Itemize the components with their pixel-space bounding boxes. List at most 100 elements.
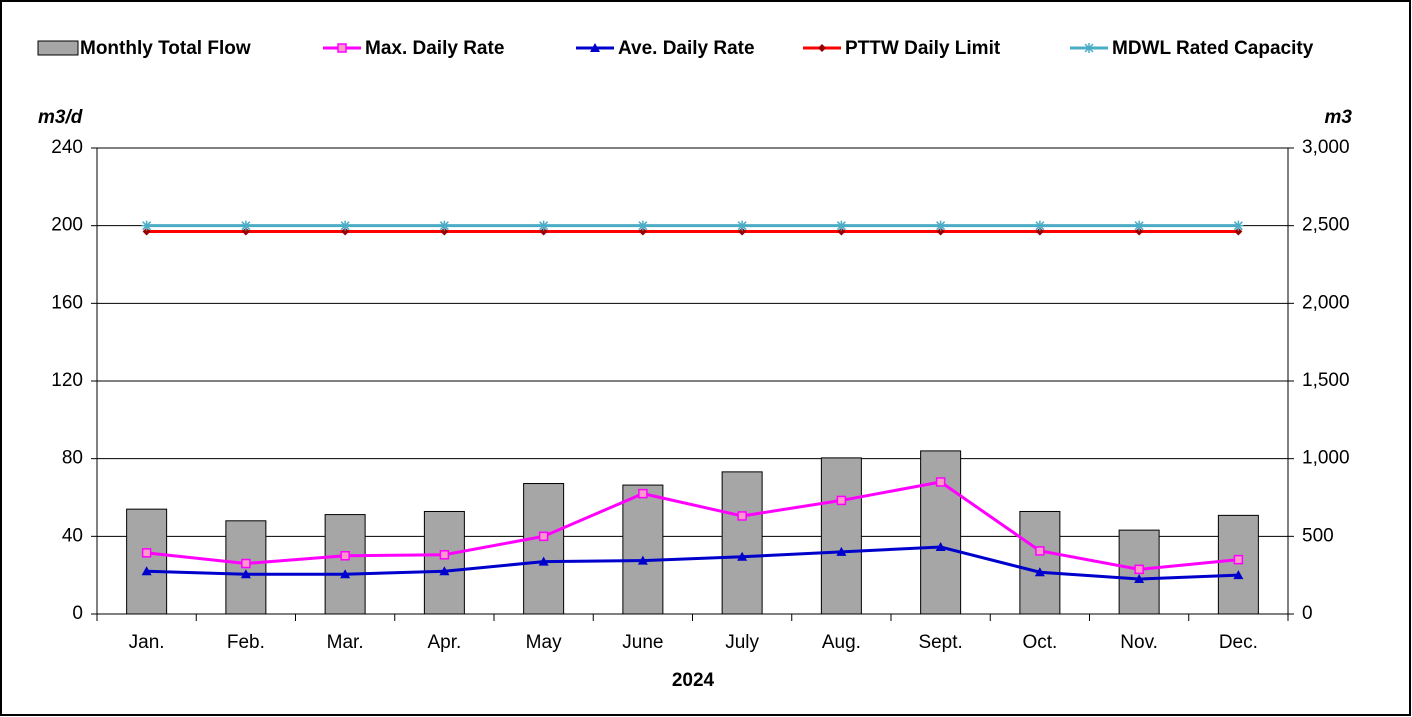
marker (836, 220, 847, 231)
marker (340, 551, 350, 561)
y-tick-label: 240 (51, 137, 83, 158)
marker (737, 511, 747, 521)
x-tick-label: June (622, 632, 663, 653)
marker (1233, 220, 1244, 231)
y2-tick-label: 3,000 (1302, 137, 1350, 158)
x-axis-label: 2024 (672, 670, 715, 691)
x-tick-label: Nov. (1120, 632, 1158, 653)
marker (836, 546, 847, 556)
x-tick-label: Dec. (1219, 632, 1258, 653)
marker (439, 220, 450, 231)
line (146, 545, 1239, 581)
x-tick-label: Feb. (227, 632, 265, 653)
marker (538, 556, 549, 566)
x-tick-label: Mar. (327, 632, 364, 653)
x-tick-label: Sept. (918, 632, 962, 653)
marker (440, 227, 449, 236)
y-tick-label: 0 (72, 603, 83, 624)
x-tick-label: Apr. (427, 632, 461, 653)
legend-label: PTTW Daily Limit (845, 38, 1001, 59)
marker (539, 227, 548, 236)
bar (126, 508, 168, 615)
y-tick-label: 80 (62, 448, 83, 469)
marker (737, 551, 748, 561)
marker (638, 227, 647, 236)
marker (935, 542, 946, 552)
marker (1233, 554, 1244, 565)
legend-swatch (37, 40, 79, 56)
y-tick-label: 200 (51, 215, 83, 236)
marker (1134, 220, 1145, 231)
marker (141, 548, 152, 558)
marker (638, 488, 648, 499)
marker (141, 220, 152, 231)
legend-label: MDWL Rated Capacity (1112, 38, 1314, 59)
bar (622, 484, 664, 615)
marker (1035, 227, 1044, 236)
marker (538, 531, 549, 542)
marker (241, 558, 251, 569)
marker (737, 220, 748, 231)
marker (1034, 220, 1045, 231)
legend-marker (1084, 43, 1094, 53)
x-tick-label: Jan. (129, 632, 165, 653)
marker (637, 555, 648, 565)
y2-tick-label: 1,000 (1302, 448, 1350, 469)
marker (1134, 574, 1145, 584)
line (146, 480, 1239, 571)
x-tick-label: Aug. (822, 632, 861, 653)
legend-marker (818, 44, 826, 52)
marker (340, 569, 351, 579)
bar (721, 471, 763, 615)
legend-label: Max. Daily Rate (365, 38, 504, 59)
marker (1234, 227, 1243, 236)
marker (341, 227, 350, 236)
legend-marker (337, 43, 347, 53)
y2-tick-label: 2,500 (1302, 215, 1350, 236)
marker (439, 566, 450, 576)
y2-tick-label: 0 (1302, 603, 1313, 624)
bar (820, 457, 862, 615)
bar (920, 450, 962, 615)
marker (1134, 564, 1144, 575)
marker (1034, 567, 1045, 577)
x-tick-label: Oct. (1022, 632, 1057, 653)
marker (936, 227, 945, 236)
bar (523, 483, 565, 615)
marker (439, 550, 450, 560)
y2-tick-label: 500 (1302, 525, 1334, 546)
marker (240, 220, 251, 231)
marker (836, 495, 847, 506)
bar (324, 514, 366, 615)
marker (1233, 570, 1244, 580)
marker (240, 569, 251, 579)
x-tick-label: May (526, 632, 562, 653)
y-axis-label: m3/d (38, 107, 83, 128)
marker (538, 220, 549, 231)
legend-marker (590, 43, 600, 52)
legend-label: Ave. Daily Rate (618, 38, 755, 59)
bar (1019, 510, 1061, 615)
marker (241, 227, 250, 236)
marker (142, 227, 151, 236)
marker (935, 220, 946, 231)
bar (423, 510, 465, 615)
marker (1135, 227, 1144, 236)
marker (340, 220, 351, 231)
y2-tick-label: 2,000 (1302, 292, 1350, 313)
marker (141, 566, 152, 576)
y-tick-label: 160 (51, 292, 83, 313)
marker (637, 220, 648, 231)
y2-axis-label: m3 (1325, 107, 1353, 128)
y-tick-label: 120 (51, 370, 83, 391)
marker (738, 227, 747, 236)
y-tick-label: 40 (62, 525, 83, 546)
y2-tick-label: 1,500 (1302, 370, 1350, 391)
bar (1217, 514, 1259, 615)
x-tick-label: July (725, 632, 759, 653)
marker (1035, 546, 1045, 556)
marker (837, 227, 846, 236)
